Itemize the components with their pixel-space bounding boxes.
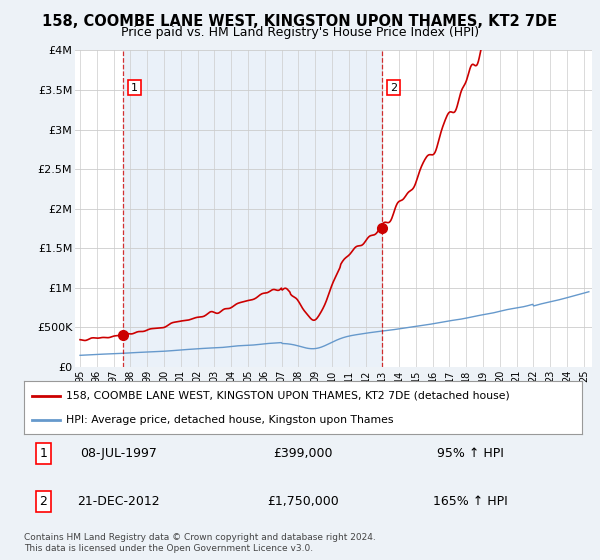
Text: 08-JUL-1997: 08-JUL-1997 [80,447,157,460]
Text: £399,000: £399,000 [273,447,333,460]
Text: 2: 2 [40,495,47,508]
Text: £1,750,000: £1,750,000 [267,495,339,508]
Text: Contains HM Land Registry data © Crown copyright and database right 2024.
This d: Contains HM Land Registry data © Crown c… [24,533,376,553]
Text: 158, COOMBE LANE WEST, KINGSTON UPON THAMES, KT2 7DE (detached house): 158, COOMBE LANE WEST, KINGSTON UPON THA… [66,391,509,401]
Text: 165% ↑ HPI: 165% ↑ HPI [433,495,508,508]
Text: 95% ↑ HPI: 95% ↑ HPI [437,447,504,460]
Text: 1: 1 [40,447,47,460]
Text: 158, COOMBE LANE WEST, KINGSTON UPON THAMES, KT2 7DE: 158, COOMBE LANE WEST, KINGSTON UPON THA… [43,14,557,29]
Text: HPI: Average price, detached house, Kingston upon Thames: HPI: Average price, detached house, King… [66,415,394,425]
Bar [122,50,382,367]
Text: 1: 1 [131,82,138,92]
Text: 21-DEC-2012: 21-DEC-2012 [77,495,160,508]
Text: Price paid vs. HM Land Registry's House Price Index (HPI): Price paid vs. HM Land Registry's House … [121,26,479,39]
Text: 2: 2 [390,82,397,92]
